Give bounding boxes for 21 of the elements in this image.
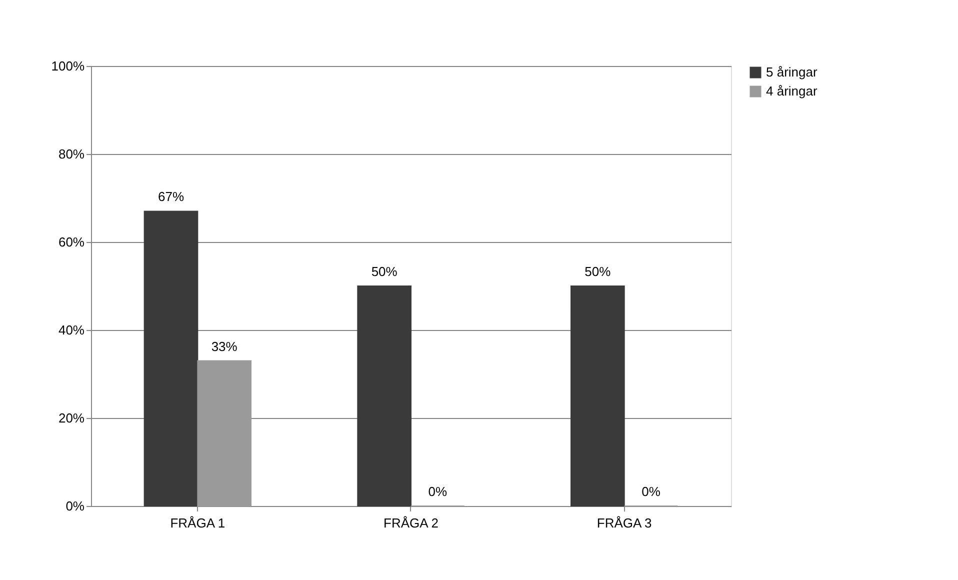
y-tick-label: 20% xyxy=(58,410,85,426)
legend-label: 4 åringar xyxy=(766,84,818,98)
data-label: 0% xyxy=(428,484,448,499)
y-tick-label: 0% xyxy=(66,498,85,514)
bar xyxy=(197,360,252,506)
y-tick-label: 80% xyxy=(58,146,85,162)
bar xyxy=(144,210,198,506)
bar xyxy=(570,286,625,506)
y-tick-label: 100% xyxy=(51,58,85,74)
data-label: 67% xyxy=(158,189,184,204)
x-tick-label: FRÅGA 2 xyxy=(384,516,438,530)
x-tick-label: FRÅGA 1 xyxy=(170,516,226,530)
x-tick-label: FRÅGA 3 xyxy=(596,516,652,530)
y-tick-label: 60% xyxy=(58,234,85,250)
data-label: 0% xyxy=(642,484,661,499)
data-label: 50% xyxy=(584,264,612,279)
data-label: 33% xyxy=(211,338,238,354)
legend-label: 5 åringar xyxy=(766,64,818,80)
y-tick-label: 40% xyxy=(58,322,85,338)
data-label: 50% xyxy=(371,264,398,279)
bar xyxy=(357,286,412,506)
